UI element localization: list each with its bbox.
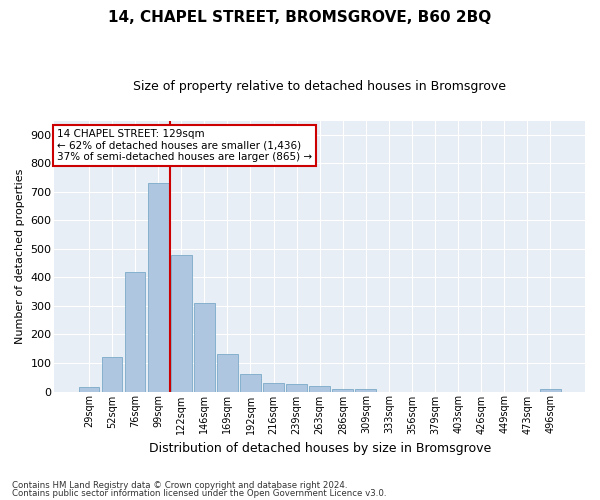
Bar: [125, 272, 145, 392]
Text: 14 CHAPEL STREET: 129sqm
← 62% of detached houses are smaller (1,436)
37% of sem: 14 CHAPEL STREET: 129sqm ← 62% of detach…: [57, 128, 312, 162]
Bar: [263, 383, 284, 392]
Bar: [148, 184, 169, 392]
Bar: [310, 386, 330, 392]
Bar: [540, 388, 561, 392]
Bar: [101, 358, 122, 392]
Bar: [240, 374, 261, 392]
Bar: [286, 384, 307, 392]
Bar: [355, 388, 376, 392]
Text: Contains public sector information licensed under the Open Government Licence v3: Contains public sector information licen…: [12, 488, 386, 498]
Title: Size of property relative to detached houses in Bromsgrove: Size of property relative to detached ho…: [133, 80, 506, 93]
Text: Contains HM Land Registry data © Crown copyright and database right 2024.: Contains HM Land Registry data © Crown c…: [12, 481, 347, 490]
Bar: [194, 303, 215, 392]
Bar: [217, 354, 238, 392]
Text: 14, CHAPEL STREET, BROMSGROVE, B60 2BQ: 14, CHAPEL STREET, BROMSGROVE, B60 2BQ: [109, 10, 491, 25]
Y-axis label: Number of detached properties: Number of detached properties: [15, 168, 25, 344]
Bar: [171, 254, 191, 392]
Bar: [79, 387, 100, 392]
X-axis label: Distribution of detached houses by size in Bromsgrove: Distribution of detached houses by size …: [149, 442, 491, 455]
Bar: [332, 388, 353, 392]
